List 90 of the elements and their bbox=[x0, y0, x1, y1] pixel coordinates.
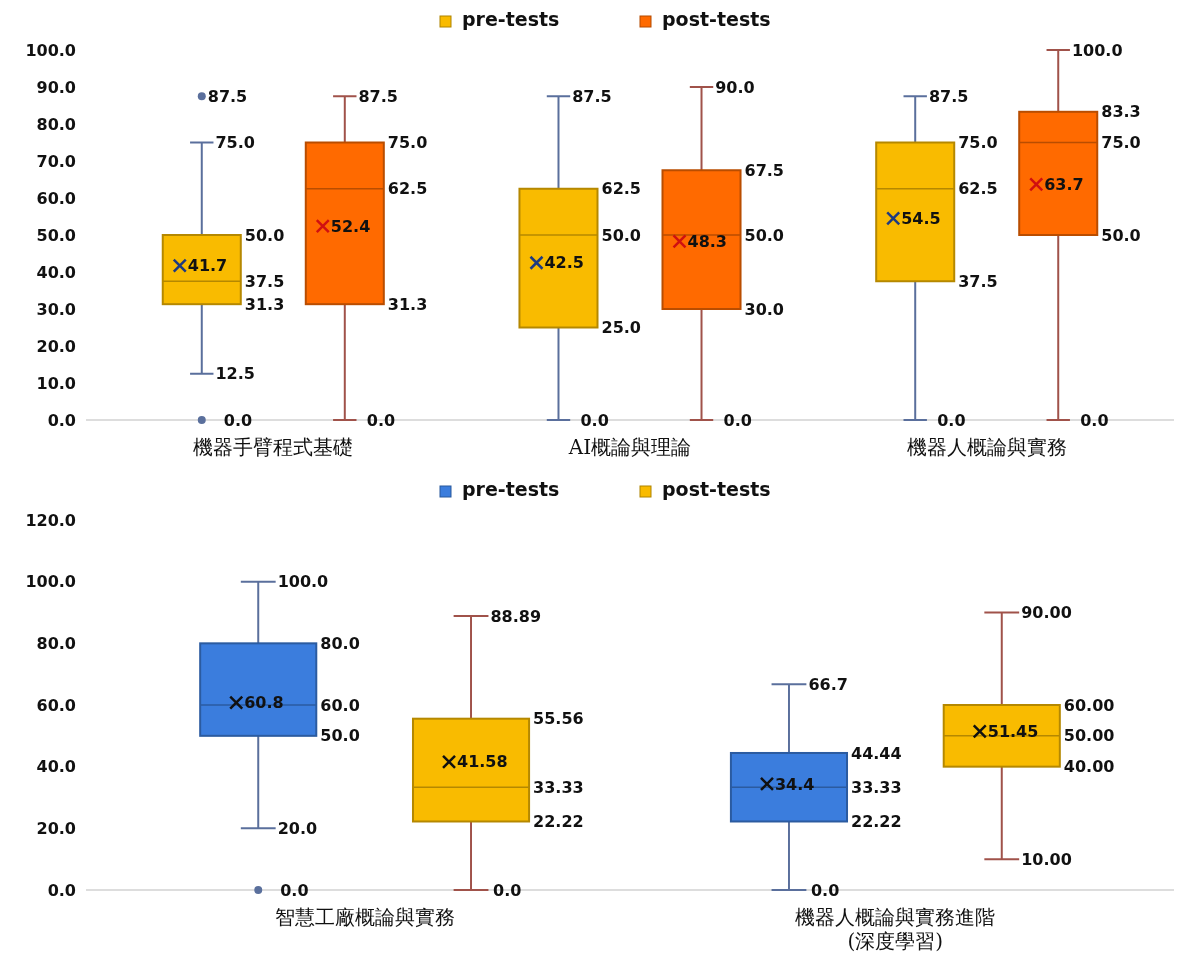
text: 0.0 bbox=[223, 410, 253, 430]
x-tick-label: 智慧工廠概論與實務 bbox=[274, 905, 455, 929]
y-tick-label: 80.0 bbox=[36, 114, 76, 134]
text: 50.0 bbox=[744, 225, 785, 245]
y-tick-label: 90.0 bbox=[36, 77, 76, 97]
text: 54.5 bbox=[901, 208, 941, 228]
text: 50.0 bbox=[244, 225, 285, 245]
legend-label: post-tests bbox=[662, 478, 771, 500]
legend-label: post-tests bbox=[662, 8, 771, 30]
text: 62.5 bbox=[601, 179, 641, 199]
text: 100.0 bbox=[1071, 40, 1123, 60]
text: 52.4 bbox=[330, 216, 371, 236]
text: 87.5 bbox=[207, 86, 248, 106]
text: 0.0 bbox=[366, 410, 396, 430]
text: 31.3 bbox=[387, 294, 428, 314]
legend-label: pre-tests bbox=[462, 8, 560, 30]
text: 60.00 bbox=[1063, 695, 1115, 715]
text: 22.22 bbox=[851, 812, 902, 832]
text: 87.5 bbox=[358, 86, 398, 106]
text: 88.89 bbox=[490, 606, 542, 626]
text: 33.33 bbox=[533, 777, 584, 797]
text: 75.0 bbox=[1101, 133, 1141, 153]
text: 50.0 bbox=[320, 726, 360, 746]
text: 50.0 bbox=[601, 225, 641, 245]
text: 51.45 bbox=[987, 721, 1039, 741]
text: 33.33 bbox=[851, 777, 902, 797]
text: 62.5 bbox=[387, 179, 428, 199]
text: 90.0 bbox=[715, 77, 755, 97]
text: 0.0 bbox=[810, 880, 840, 900]
text: 90.00 bbox=[1021, 603, 1072, 623]
text: 12.5 bbox=[215, 364, 255, 384]
y-tick-label: 100.0 bbox=[25, 572, 76, 592]
y-tick-label: 40.0 bbox=[36, 757, 76, 777]
text: 10.00 bbox=[1021, 849, 1072, 869]
text: 31.3 bbox=[244, 294, 285, 314]
text: 66.7 bbox=[808, 674, 848, 694]
text: 87.5 bbox=[572, 86, 612, 106]
text: 0.0 bbox=[493, 880, 522, 900]
text: 100.0 bbox=[277, 572, 329, 592]
text: 22.22 bbox=[533, 812, 584, 832]
text: 0.0 bbox=[580, 410, 609, 430]
y-tick-label: 0.0 bbox=[47, 410, 76, 430]
text: 67.5 bbox=[744, 160, 785, 180]
y-tick-label: 40.0 bbox=[36, 262, 76, 282]
text: 87.5 bbox=[928, 86, 969, 106]
text: 25.0 bbox=[601, 318, 641, 338]
y-tick-label: 100.0 bbox=[25, 40, 76, 60]
text: 62.5 bbox=[958, 179, 998, 199]
text: 48.3 bbox=[687, 231, 727, 251]
text: 83.3 bbox=[1101, 102, 1141, 122]
text: 34.4 bbox=[774, 774, 815, 794]
text: 41.58 bbox=[457, 752, 508, 772]
text: 0.0 bbox=[280, 880, 309, 900]
text: 60.0 bbox=[320, 695, 360, 715]
text: 75.0 bbox=[387, 133, 428, 153]
text: 41.7 bbox=[187, 256, 228, 276]
text: 50.0 bbox=[1101, 225, 1141, 245]
text: 42.5 bbox=[544, 253, 584, 273]
y-tick-label: 50.0 bbox=[36, 225, 76, 245]
legend-label: pre-tests bbox=[462, 478, 560, 500]
x-tick-label: 機器手臂程式基礎 bbox=[193, 435, 354, 459]
text: 63.7 bbox=[1044, 174, 1084, 194]
y-tick-label: 60.0 bbox=[36, 695, 76, 715]
y-tick-label: 70.0 bbox=[36, 151, 76, 171]
y-tick-label: 10.0 bbox=[36, 373, 76, 393]
text: 0.0 bbox=[1080, 410, 1109, 430]
y-tick-label: 120.0 bbox=[25, 510, 76, 530]
y-tick-label: 30.0 bbox=[36, 299, 76, 319]
text: 40.00 bbox=[1063, 757, 1115, 777]
text: 55.56 bbox=[533, 709, 584, 729]
x-tick-label: 機器人概論與實務進階 (深度學習) bbox=[795, 905, 996, 953]
y-tick-label: 80.0 bbox=[36, 633, 76, 653]
text: 37.5 bbox=[958, 271, 998, 291]
text: 20.0 bbox=[277, 818, 318, 838]
y-tick-label: 20.0 bbox=[36, 336, 76, 356]
text: 75.0 bbox=[958, 133, 998, 153]
y-tick-label: 20.0 bbox=[36, 818, 76, 838]
text: 0.0 bbox=[937, 410, 966, 430]
text: 0.0 bbox=[723, 410, 752, 430]
text: 37.5 bbox=[244, 271, 285, 291]
text: 30.0 bbox=[744, 299, 785, 319]
text: 75.0 bbox=[215, 133, 255, 153]
text: 80.0 bbox=[320, 633, 360, 653]
text: 44.44 bbox=[851, 743, 902, 763]
x-tick-label: AI概論與理論 bbox=[567, 435, 692, 459]
text: 50.00 bbox=[1063, 726, 1115, 746]
x-tick-label: 機器人概論與實務 bbox=[906, 435, 1067, 459]
text: 60.8 bbox=[244, 693, 284, 713]
y-tick-label: 60.0 bbox=[36, 188, 76, 208]
y-tick-label: 0.0 bbox=[47, 880, 76, 900]
